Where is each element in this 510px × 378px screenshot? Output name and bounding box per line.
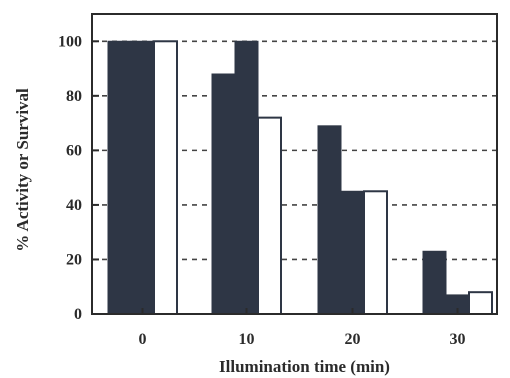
- bars: [107, 40, 493, 316]
- y-tick-label: 20: [66, 251, 82, 268]
- y-tick-label: 0: [74, 306, 82, 323]
- bar-open: [257, 116, 282, 315]
- x-tick-label: 30: [450, 331, 466, 348]
- bar-solid: [107, 40, 132, 315]
- plot-frame: [91, 13, 498, 315]
- y-tick-label: 80: [66, 88, 82, 105]
- y-axis-title: % Activity or Survival: [13, 88, 32, 252]
- x-tick-label: 0: [139, 331, 147, 348]
- y-tick-label: 60: [66, 142, 82, 159]
- y-tick-label: 100: [58, 33, 82, 50]
- bar-solid: [317, 125, 342, 315]
- bar-solid: [211, 73, 236, 315]
- bar-open: [363, 190, 388, 315]
- bar-open: [153, 40, 178, 315]
- x-axis-title: Illumination time (min): [219, 357, 390, 376]
- x-tick-label: 10: [239, 331, 255, 348]
- bar-solid: [130, 40, 155, 315]
- x-axis-ticks: 0 10 20 30: [139, 308, 466, 348]
- bar-solid: [234, 40, 259, 315]
- x-tick-label: 20: [345, 331, 361, 348]
- y-axis-ticks: 0 20 40 60 80 100: [58, 33, 99, 323]
- bar-open: [468, 291, 493, 316]
- bar-solid: [422, 250, 447, 315]
- axes: [91, 13, 498, 315]
- bar-solid: [340, 190, 365, 315]
- y-tick-label: 40: [66, 197, 82, 214]
- gridlines: [92, 40, 497, 261]
